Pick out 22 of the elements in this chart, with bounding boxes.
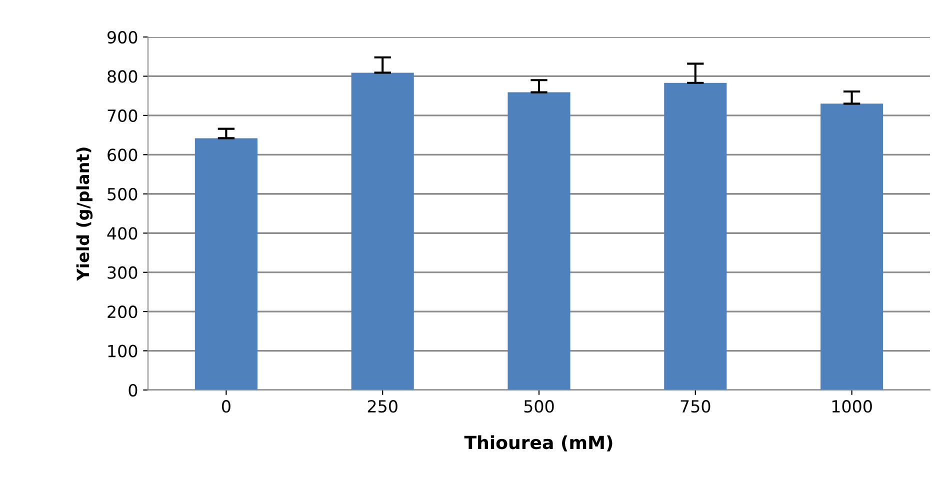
y-tick-label: 900 xyxy=(108,30,138,44)
y-tick-label: 600 xyxy=(108,148,138,162)
y-tick-label: 0 xyxy=(128,384,138,397)
x-tick-label: 500 xyxy=(524,400,554,413)
y-tick-label: 200 xyxy=(108,306,138,318)
y-tick-label: 500 xyxy=(108,188,138,200)
y-tick-label: 700 xyxy=(108,109,138,122)
x-tick-label: 750 xyxy=(680,400,710,413)
x-tick-label: 1000 xyxy=(832,400,872,413)
y-tick-label: 800 xyxy=(108,70,138,83)
x-axis-title: Thiourea (mM) xyxy=(464,435,612,452)
bar xyxy=(508,92,570,390)
y-axis-title: Yield (g/plant) xyxy=(76,148,93,281)
bar xyxy=(194,138,258,390)
bar xyxy=(351,72,414,390)
x-tick-label: 0 xyxy=(222,400,230,413)
bar xyxy=(664,82,727,390)
bar xyxy=(820,104,884,390)
y-tick-label: 300 xyxy=(108,266,138,279)
y-tick-label: 400 xyxy=(107,227,138,240)
x-tick-label: 250 xyxy=(368,400,398,413)
y-tick-label: 100 xyxy=(108,344,138,358)
